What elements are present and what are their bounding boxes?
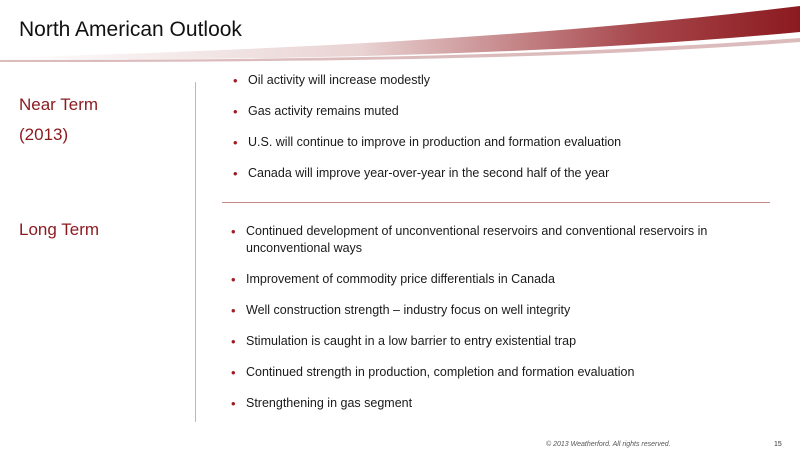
- near-term-label-line2: (2013): [19, 125, 69, 144]
- bullet-item: Strengthening in gas segment: [231, 395, 761, 412]
- section-divider: [222, 202, 770, 203]
- copyright-text: © 2013 Weatherford. All rights reserved.: [546, 441, 671, 448]
- bullet-item: Well construction strength – industry fo…: [231, 302, 761, 319]
- bullet-item: Stimulation is caught in a low barrier t…: [231, 333, 761, 350]
- bullet-item: Continued strength in production, comple…: [231, 364, 761, 381]
- near-term-label-line1: Near Term: [19, 95, 99, 114]
- bullet-item: U.S. will continue to improve in product…: [233, 134, 763, 151]
- long-term-bullets: Continued development of unconventional …: [231, 223, 761, 426]
- bullet-item: Improvement of commodity price different…: [231, 271, 761, 288]
- page-number: 15: [774, 441, 782, 448]
- slide-title: North American Outlook: [19, 18, 242, 41]
- near-term-bullets: Oil activity will increase modestly Gas …: [233, 72, 763, 196]
- long-term-label: Long Term: [19, 220, 100, 239]
- bullet-item: Canada will improve year-over-year in th…: [233, 165, 763, 182]
- header-swoosh: [0, 6, 800, 62]
- bullet-item: Oil activity will increase modestly: [233, 72, 763, 89]
- vertical-divider: [195, 82, 196, 422]
- bullet-item: Continued development of unconventional …: [231, 223, 761, 257]
- bullet-item: Gas activity remains muted: [233, 103, 763, 120]
- near-term-label: Near Term (2013): [19, 90, 98, 150]
